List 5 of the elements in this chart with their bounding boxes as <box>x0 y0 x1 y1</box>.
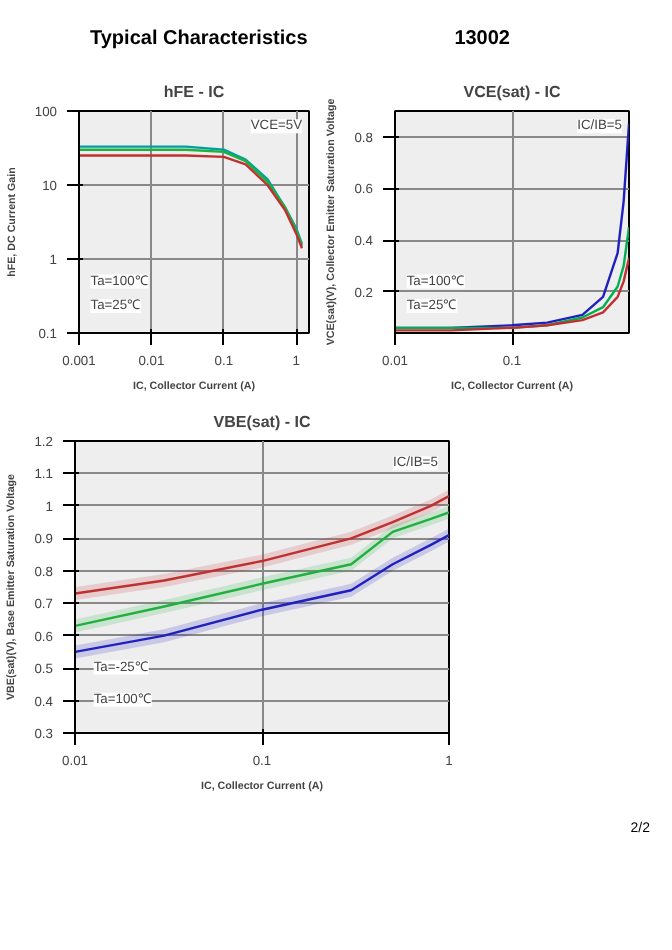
chart-title: hFE - IC <box>163 83 225 101</box>
text: 13002 <box>454 26 510 54</box>
chart-title: VCE(sat) - IC <box>463 83 561 101</box>
chart-title: VBE(sat) - IC <box>213 413 311 431</box>
text: Typical Characteristics <box>90 26 308 54</box>
